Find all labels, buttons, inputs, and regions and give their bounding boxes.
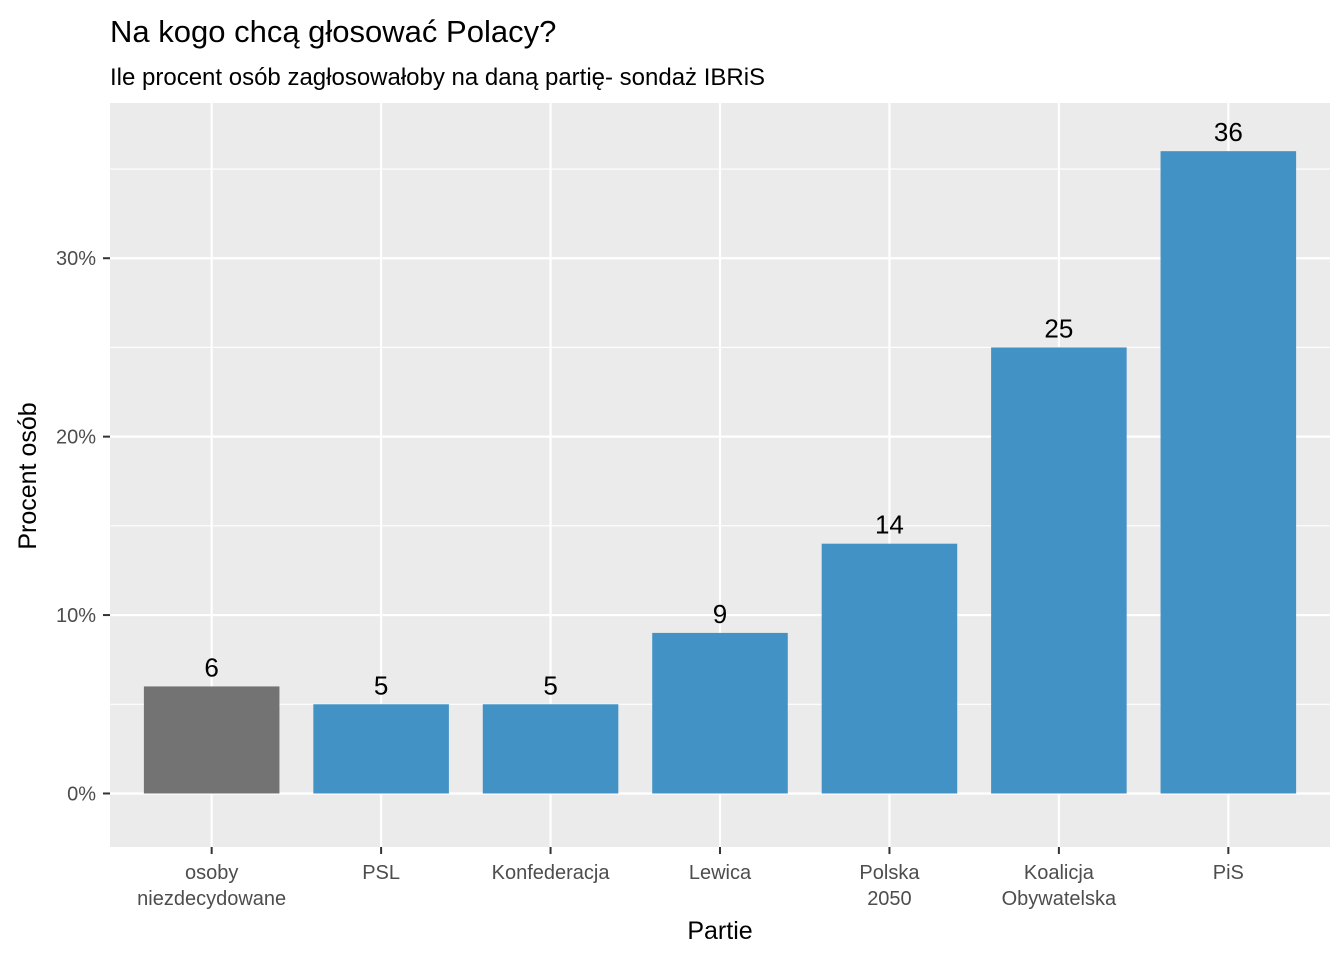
bar [313,704,449,794]
bar [991,347,1127,794]
y-tick-label: 0% [67,783,96,805]
x-tick-label-line: Lewica [689,862,752,884]
x-tick-label-line: PSL [362,862,400,884]
bar [652,632,788,794]
x-tick-label-line: 2050 [867,888,912,910]
bar-data-label: 5 [543,670,557,700]
bar-data-label: 25 [1044,313,1073,343]
x-tick-label: PSL [362,862,400,884]
bar [1160,151,1297,794]
chart-subtitle: Ile procent osób zagłosowałoby na daną p… [110,64,765,91]
x-tick-label-line: Konfederacja [492,862,611,884]
x-tick-label-line: Koalicja [1024,862,1095,884]
bar-data-label: 6 [204,652,218,682]
bar [143,686,280,794]
x-tick-label-line: Polska [859,862,920,884]
bar-data-label: 36 [1214,117,1243,147]
x-tick-label-line: niezdecydowane [137,888,286,910]
y-tick-label: 10% [56,605,96,627]
bar [821,543,958,794]
x-tick-label: Lewica [689,862,752,884]
chart-title: Na kogo chcą głosować Polacy? [110,14,556,49]
x-tick-label: osoby niezdecydowane [137,862,286,910]
x-tick-label: Konfederacja [492,862,611,884]
bar-data-label: 5 [374,670,388,700]
bars [143,151,1297,794]
y-tick-label: 30% [56,248,96,270]
bar-data-label: 9 [713,599,727,629]
x-tick-label-line: osoby [185,862,238,884]
x-axis-title: Partie [687,917,752,945]
x-tick-label: Polska 2050 [859,862,920,910]
x-tick-label-line: PiS [1213,862,1244,884]
y-axis-title: Procent osób [14,402,42,549]
x-tick-label-line: Obywatelska [1002,888,1117,910]
x-axis: osoby niezdecydowane PSL Konfederacja Lewica… [137,847,1244,910]
y-axis: 0% 10% 20% 30% [56,248,110,805]
bar-data-label: 14 [875,510,904,540]
data-labels: 6 5 5 9 14 25 36 [204,117,1242,700]
bar [482,704,619,794]
x-tick-label: PiS [1213,862,1244,884]
x-tick-label: Koalicja Obywatelska [1002,862,1117,910]
y-tick-label: 20% [56,427,96,449]
